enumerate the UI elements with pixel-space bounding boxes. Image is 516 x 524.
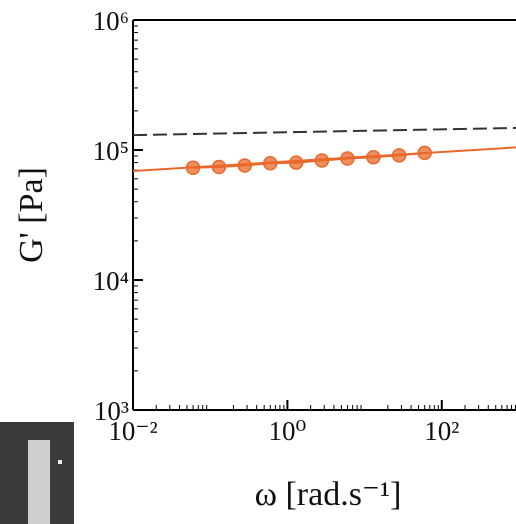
photo-fragment-dot: [58, 460, 62, 464]
fit-line: [132, 146, 516, 172]
point: [211, 159, 227, 175]
point: [288, 155, 304, 170]
x-axis-label: ω [rad.s⁻¹]: [255, 476, 402, 513]
point: [237, 158, 252, 173]
x-tick-label: 10²: [424, 416, 459, 446]
y-axis-label: G' [Pa]: [13, 167, 50, 263]
x-tick-label: 10⁰: [268, 416, 306, 446]
y-tick-label: 10⁵: [93, 136, 129, 166]
fit-line: [132, 126, 516, 137]
y-tick-label: 10⁶: [93, 6, 129, 36]
x-tick-label: 10⁻²: [108, 416, 157, 446]
y-tick-label: 10³: [94, 396, 129, 426]
photo-fragment-highlight: [28, 440, 50, 524]
y-tick-label: 10⁴: [93, 266, 129, 296]
